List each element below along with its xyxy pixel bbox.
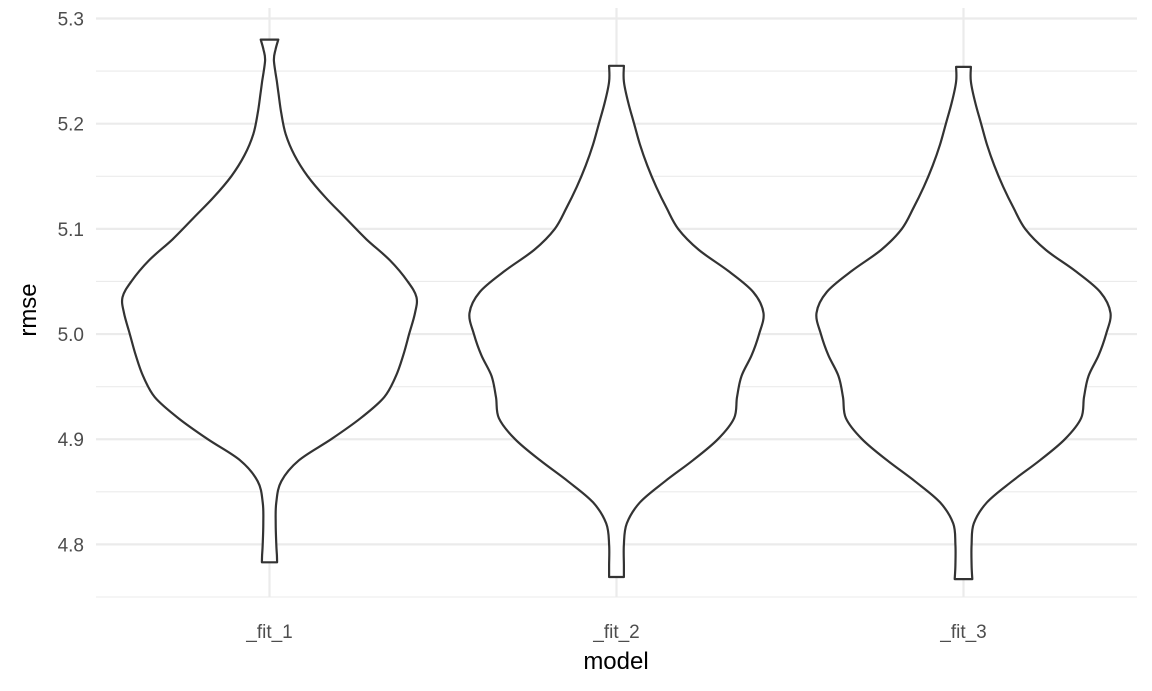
- y-tick-label: 5.3: [58, 10, 84, 31]
- y-tick-label: 4.9: [58, 430, 84, 451]
- violin-fit-1: [120, 38, 419, 564]
- x-tick-label: _fit_2: [592, 622, 639, 643]
- y-tick-label: 5.1: [58, 220, 84, 241]
- y-tick-label: 5.2: [58, 115, 84, 136]
- x-tick-labels: _fit_1 _fit_2 _fit_3: [245, 622, 986, 643]
- y-axis-title: rmse: [15, 283, 42, 336]
- x-axis-title: model: [583, 648, 648, 675]
- x-tick-label: _fit_1: [245, 622, 292, 643]
- y-tick-labels: 4.8 4.9 5.0 5.1 5.2 5.3: [58, 10, 84, 557]
- y-tick-label: 5.0: [58, 325, 84, 346]
- y-tick-label: 4.8: [58, 535, 84, 556]
- violin-fit-2: [468, 64, 765, 579]
- violin-fit-3: [815, 65, 1112, 581]
- violins: [120, 38, 1112, 581]
- x-tick-label: _fit_3: [939, 622, 986, 643]
